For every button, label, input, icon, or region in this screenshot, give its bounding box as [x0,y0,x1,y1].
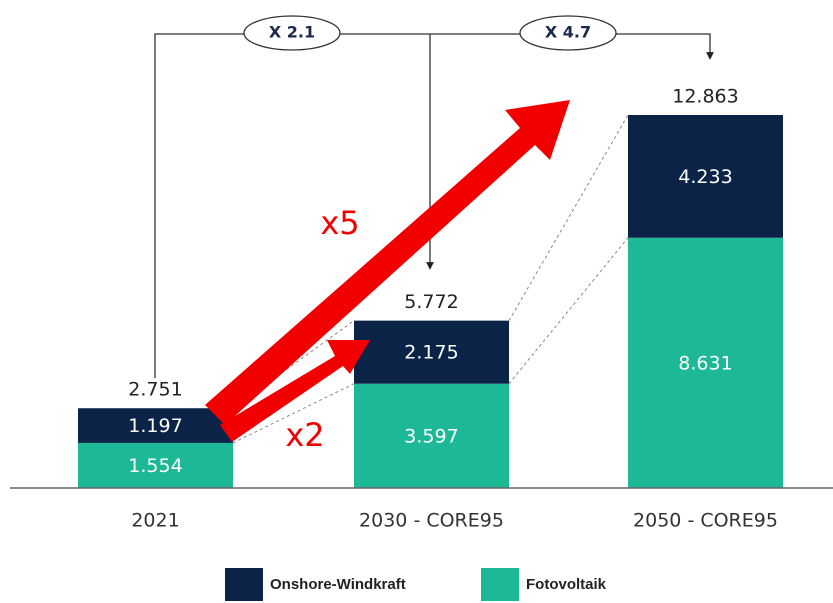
bar-segment [628,115,783,238]
legend: Onshore-Windkraft Fotovoltaik [225,568,607,601]
bracket-line [154,33,714,378]
annotation-bubble [519,15,617,51]
x-tick-label: 2050 - CORE95 [633,510,778,532]
annotation: x2 [285,416,324,454]
connector [232,383,355,444]
total-label: 12.863 [672,86,738,108]
value-label: 1.197 [128,415,182,437]
arrow [220,340,370,442]
bar-segment [354,383,509,488]
legend-label: Fotovoltaik [526,576,607,593]
x-tick-label: 2030 - CORE95 [359,510,504,532]
value-label: 3.597 [404,425,458,447]
connector [508,237,629,385]
annotation-bubble [243,15,341,51]
red-arrows [205,100,570,442]
annotation: X 4.7 [545,23,591,42]
total-label: 2.751 [128,379,182,401]
plot: 1.554 1.197 2.751 2021 3.597 2.175 5.772 2030 -… [78,86,783,532]
value-label: 2.175 [404,342,458,364]
value-label: 8.631 [678,352,732,374]
total-label: 5.772 [404,291,458,313]
legend-label: Onshore-Windkraft [270,576,406,593]
value-label: 4.233 [678,166,732,188]
x-tick-label: 2021 [131,510,179,532]
value-label: 1.554 [128,455,182,477]
legend-swatch [481,568,519,601]
bar-segment [78,408,233,443]
bar-segment [354,320,509,384]
arrow [205,100,570,425]
legend-swatch [225,568,263,601]
annotation: X 2.1 [269,23,315,42]
bar-segment [78,442,233,488]
annotation: x5 [320,204,359,242]
bar-segment [628,237,783,488]
